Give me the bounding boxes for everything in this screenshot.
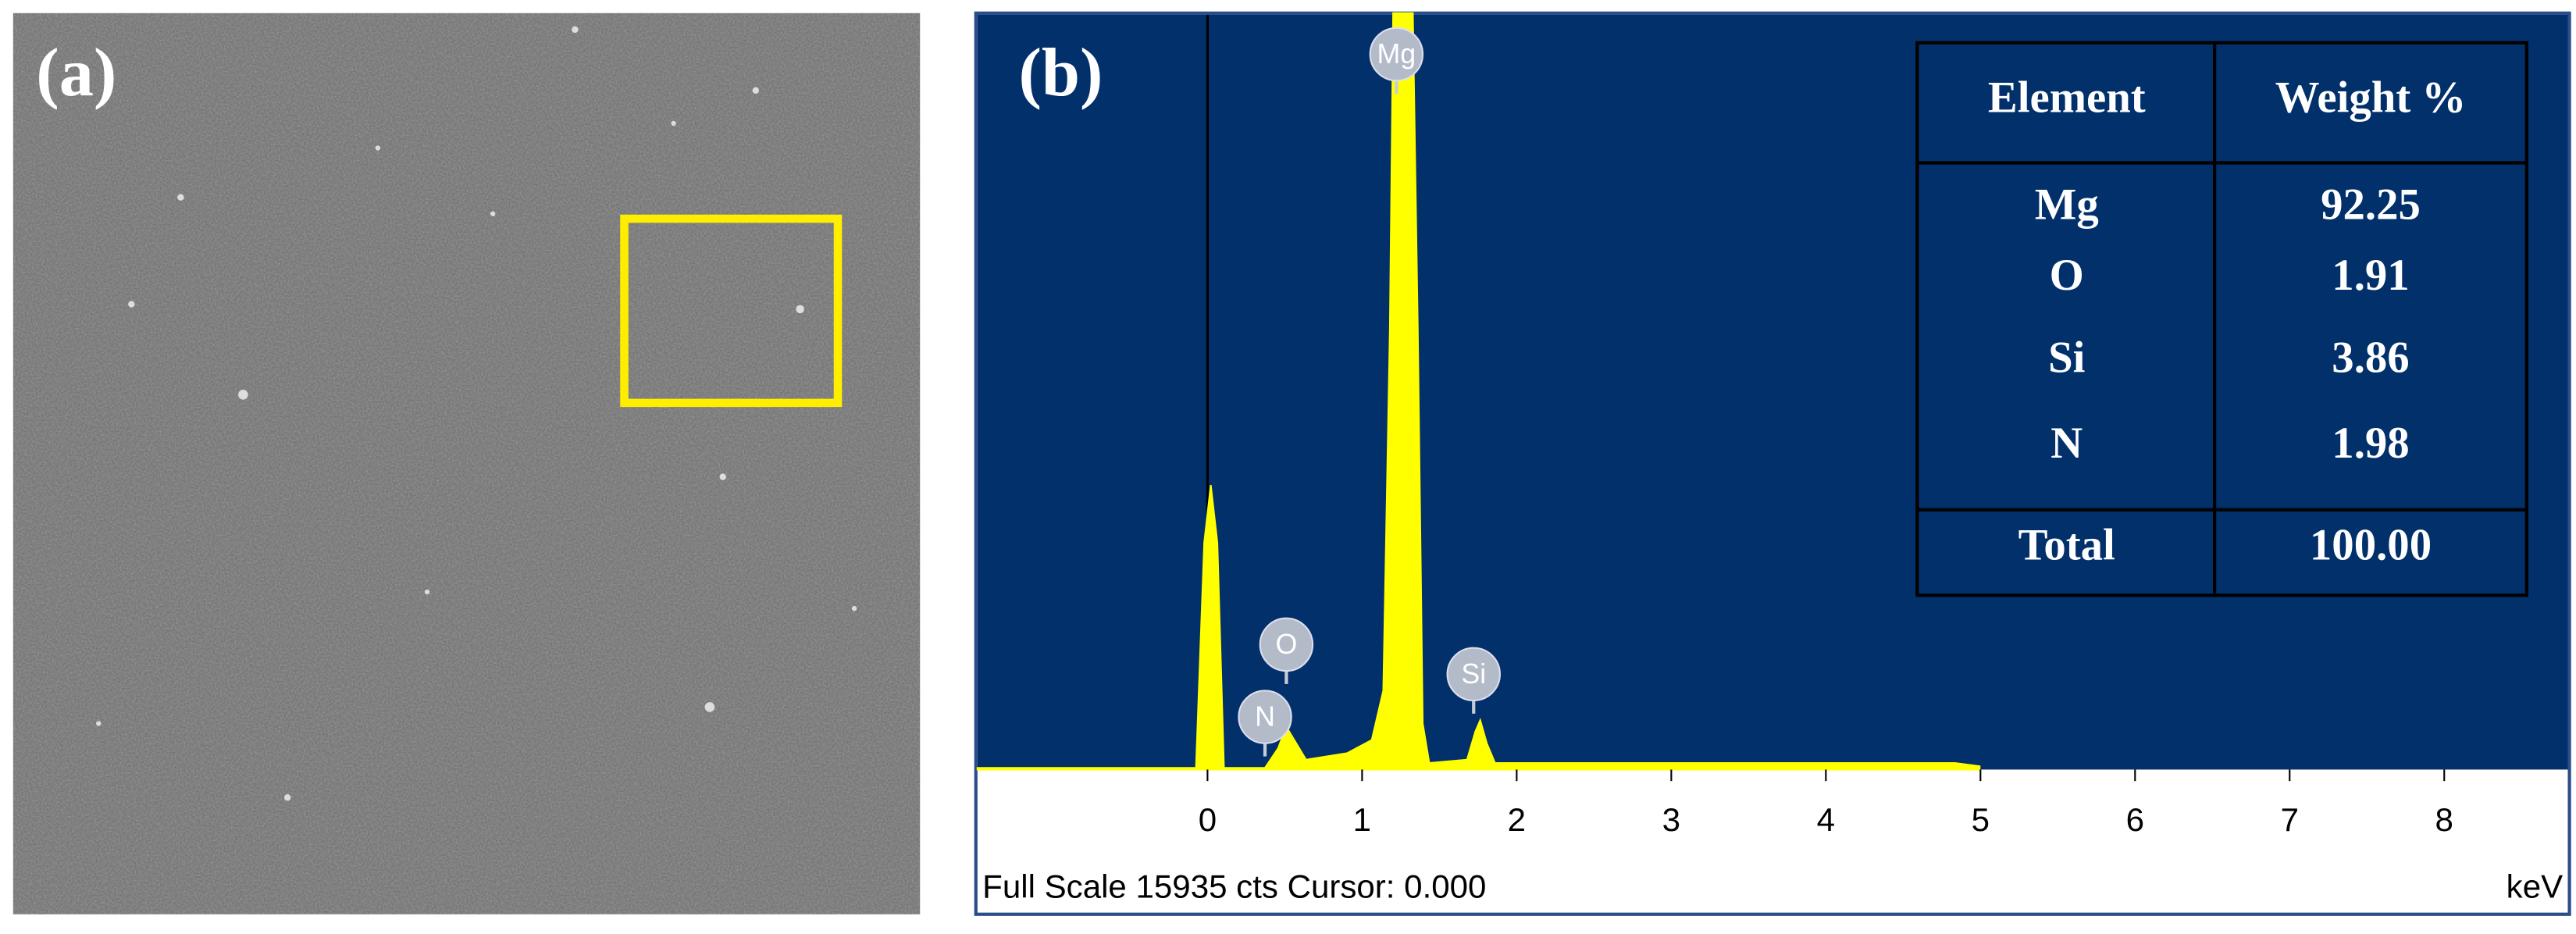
x-tick-label: 5 bbox=[1972, 801, 1990, 838]
peak-label: Mg bbox=[1377, 38, 1416, 70]
panel-a: (a) bbox=[12, 12, 921, 914]
x-tick-label: 2 bbox=[1508, 801, 1526, 838]
composition-table: Element Weight % Total 100.00 bbox=[1915, 41, 2528, 597]
panel-label: (a) bbox=[36, 34, 116, 111]
table-cell: 1.91 bbox=[2332, 251, 2409, 300]
peak-label: Si bbox=[1461, 658, 1486, 690]
table-header: Weight % bbox=[2275, 73, 2467, 123]
table-cell: O bbox=[2050, 251, 2084, 300]
spectrum bbox=[976, 12, 1981, 771]
particles bbox=[96, 26, 857, 801]
peak-marker bbox=[1369, 27, 1424, 82]
panel-b: Full Scale 15935 cts Cursor: 0.000 keV (… bbox=[974, 11, 2571, 916]
panel-label: (b) bbox=[1018, 34, 1103, 111]
x-tick-label: 6 bbox=[2126, 801, 2144, 838]
spectrum-area bbox=[977, 14, 2568, 770]
x-tick-label: 1 bbox=[1353, 801, 1371, 838]
table-cell: 92.25 bbox=[2321, 180, 2421, 229]
table-header: Element bbox=[1988, 73, 2146, 123]
peak-marker bbox=[1238, 690, 1292, 744]
table-cell: N bbox=[2050, 419, 2083, 468]
x-tick-label: 7 bbox=[2281, 801, 2299, 838]
x-tick-label: 3 bbox=[1662, 801, 1680, 838]
peak-marker bbox=[1259, 617, 1314, 672]
x-tick-label: 4 bbox=[1817, 801, 1835, 838]
peak-marker bbox=[1446, 647, 1501, 702]
unit-label: keV bbox=[2507, 868, 2563, 905]
x-tick-label: 0 bbox=[1199, 801, 1217, 838]
peak-label: N bbox=[1255, 701, 1275, 733]
table-total: Total bbox=[2018, 520, 2115, 569]
footer: Full Scale 15935 cts Cursor: 0.000 bbox=[982, 868, 1486, 905]
table-cell: 1.98 bbox=[2332, 419, 2409, 468]
table-cell: 3.86 bbox=[2332, 333, 2409, 382]
highlight-box bbox=[620, 214, 843, 408]
sem-texture bbox=[12, 12, 921, 914]
table-total: 100.00 bbox=[2310, 520, 2432, 569]
x-tick-label: 8 bbox=[2435, 801, 2453, 838]
table-cell: Si bbox=[2048, 333, 2085, 382]
table-cell: Mg bbox=[2035, 180, 2099, 229]
peak-label: O bbox=[1275, 629, 1297, 660]
